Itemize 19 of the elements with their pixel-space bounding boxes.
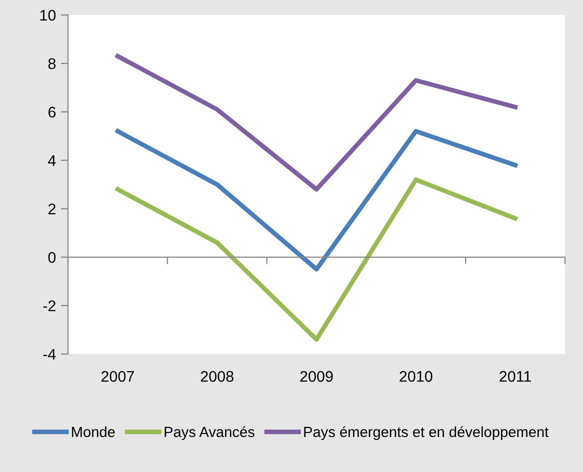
y-tick-label: -4 <box>43 349 56 360</box>
y-tick-label: 10 <box>40 10 56 21</box>
y-tick-label: 2 <box>48 204 56 214</box>
y-tick-label: -2 <box>43 300 56 312</box>
x-tick-label: 2009 <box>300 371 333 382</box>
line-series <box>115 129 518 272</box>
line-series <box>115 177 518 342</box>
y-tick-label: 0 <box>48 252 56 263</box>
legend-label: Pays émergents et en développement <box>304 426 549 440</box>
legend-label: Pays Avancés <box>164 426 254 440</box>
y-tick-label: 6 <box>48 106 56 118</box>
y-tick-label: 4 <box>48 155 56 166</box>
x-tick-label: 2010 <box>400 371 432 382</box>
x-tick-label: 2007 <box>101 371 134 382</box>
line-series <box>115 54 518 192</box>
x-tick-label: 2011 <box>500 371 531 382</box>
y-tick-label: 8 <box>48 58 56 70</box>
x-tick-label: 2008 <box>200 371 234 382</box>
legend-label: Monde <box>72 426 115 438</box>
